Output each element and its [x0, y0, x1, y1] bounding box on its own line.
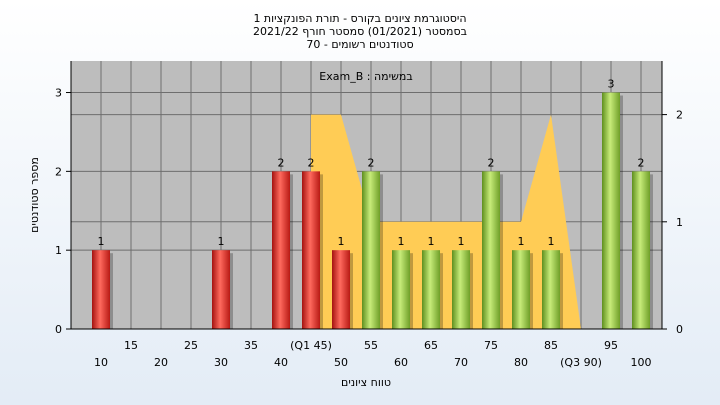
bar-value-label: 1 [428, 235, 435, 248]
bar-value-label: 1 [398, 235, 405, 248]
bar-labels-group: 1 1 2 2 1 2 1 1 1 2 1 1 3 2 [98, 78, 645, 249]
bar-value-label: 2 [308, 156, 315, 169]
x-tick-label-upper: 85 [544, 339, 558, 352]
bar-value-label: 2 [368, 156, 375, 169]
bar-green [392, 250, 410, 329]
bar-shadow [620, 95, 623, 329]
bar-red [332, 250, 350, 329]
bar-shadow [560, 253, 563, 329]
y2-tick-label: 0 [676, 323, 683, 336]
axes [70, 61, 663, 330]
x-tick-label-lower: 40 [274, 356, 288, 369]
x-ticks: 15 25 35 (Q1 45) 55 65 75 85 95 10 20 30 40 50 60 70 80 (… [94, 339, 652, 369]
bar-value-label: 2 [488, 156, 495, 169]
bars-group [92, 92, 653, 329]
bar-shadow [530, 253, 533, 329]
bar-value-label: 1 [518, 235, 525, 248]
chart-title-line-1: היסטוגרמת ציונים בקורס - תורת הפונקציות … [253, 12, 466, 25]
bar-shadow [320, 174, 323, 329]
bar-value-label: 1 [458, 235, 465, 248]
x-tick-label-upper: 35 [244, 339, 258, 352]
x-tick-label-lower: 100 [631, 356, 652, 369]
x-axis-label: טווח ציונים [341, 376, 391, 389]
x-tick-label-upper: 25 [184, 339, 198, 352]
bar-green [602, 92, 620, 329]
y-axis-label: מספר סטודנטים [28, 157, 41, 233]
bar-shadow [110, 253, 113, 329]
y-tick-label: 1 [55, 244, 62, 257]
y2-tick-label: 2 [676, 109, 683, 122]
chart-title: היסטוגרמת ציונים בקורס - תורת הפונקציות … [253, 12, 467, 51]
bar-shadow [410, 253, 413, 329]
bar-shadow [230, 253, 233, 329]
y-tick-label: 3 [55, 87, 62, 100]
bar-shadow [350, 253, 353, 329]
chart-title-line-3: סטודנטים רשומים - 70 [306, 38, 413, 51]
x-tick-label-lower: (Q3 90) [560, 356, 602, 369]
area-series [311, 114, 611, 329]
bar-green [452, 250, 470, 329]
x-tick-label-lower: 10 [94, 356, 108, 369]
bar-green [632, 171, 650, 329]
x-tick-label-lower: 30 [214, 356, 228, 369]
y2-ticks: 0 1 2 [662, 109, 683, 336]
bar-shadow [500, 174, 503, 329]
bar-shadow [380, 174, 383, 329]
bar-red [272, 171, 290, 329]
chart-annotation: במשימה : Exam_B [319, 70, 412, 83]
bar-value-label: 2 [278, 156, 285, 169]
bar-value-label: 1 [338, 235, 345, 248]
bar-shadow [290, 174, 293, 329]
x-tick-label-lower: 20 [154, 356, 168, 369]
bar-green [482, 171, 500, 329]
bar-shadow [650, 174, 653, 329]
y-tick-label: 0 [55, 323, 62, 336]
chart-title-line-2: בסמסטר (01/2021) סמסטר חורף 2021/22 [253, 25, 467, 38]
bar-green [422, 250, 440, 329]
x-tick-label-lower: 60 [394, 356, 408, 369]
x-tick-label-upper: (Q1 45) [290, 339, 332, 352]
y-ticks: 0 1 2 3 [55, 87, 71, 336]
y2-tick-label: 1 [676, 216, 683, 229]
bar-value-label: 2 [638, 156, 645, 169]
bar-value-label: 1 [218, 235, 225, 248]
bar-red [92, 250, 110, 329]
x-tick-label-lower: 70 [454, 356, 468, 369]
bar-shadow [440, 253, 443, 329]
bar-green [512, 250, 530, 329]
bar-green [362, 171, 380, 329]
x-tick-label-upper: 75 [484, 339, 498, 352]
x-tick-label-upper: 55 [364, 339, 378, 352]
x-tick-label-upper: 15 [124, 339, 138, 352]
bar-shadow [470, 253, 473, 329]
y-tick-label: 2 [55, 165, 62, 178]
bar-value-label: 1 [98, 235, 105, 248]
bar-value-label: 3 [608, 78, 615, 91]
x-tick-label-upper: 95 [604, 339, 618, 352]
bar-red [212, 250, 230, 329]
x-tick-label-upper: 65 [424, 339, 438, 352]
bar-red [302, 171, 320, 329]
bar-value-label: 1 [548, 235, 555, 248]
x-tick-label-lower: 80 [514, 356, 528, 369]
x-tick-label-lower: 50 [334, 356, 348, 369]
bar-green [542, 250, 560, 329]
